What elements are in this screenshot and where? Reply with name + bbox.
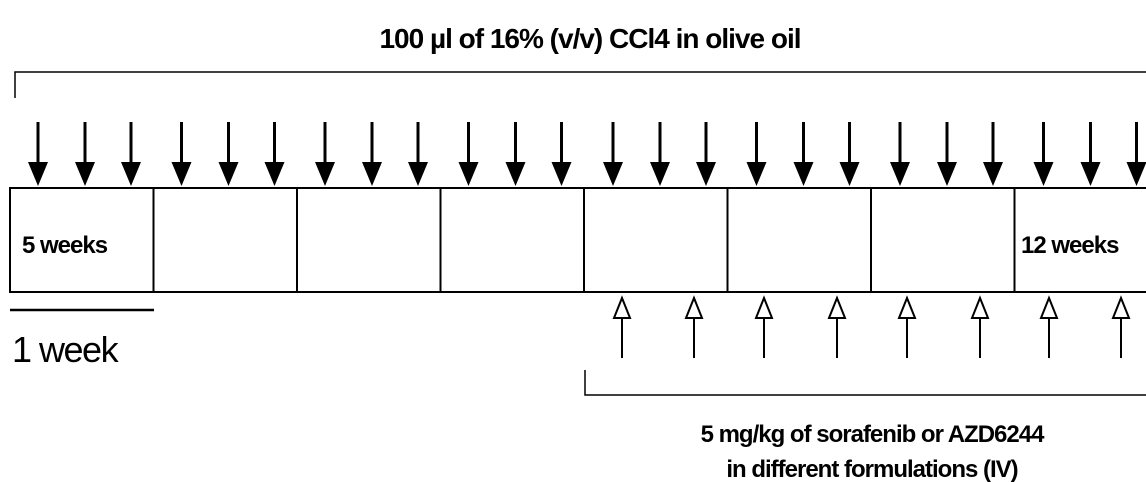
title: 100 µl of 16% (v/v) CCl4 in olive oil <box>379 23 800 54</box>
dose-arrow-head <box>75 162 95 186</box>
week-box <box>870 187 1016 293</box>
dose-arrow-head <box>1033 162 1054 186</box>
end-label: 12 weeks <box>1021 232 1119 259</box>
treatment-arrow-head <box>684 295 704 319</box>
dose-arrow-head <box>839 162 860 186</box>
week-box <box>152 187 298 293</box>
dose-arrow-head <box>505 162 526 186</box>
top-bracket <box>14 71 1146 98</box>
bottom-bracket <box>584 370 1146 396</box>
week-box <box>439 187 585 293</box>
treatment-arrow-head <box>970 295 990 319</box>
dose-arrow-head <box>696 162 716 186</box>
treatment-line2: in different formulations (IV) <box>726 456 1017 482</box>
start-label: 5 weeks <box>22 232 108 259</box>
treatment-arrow-head <box>612 295 632 319</box>
dose-arrow-head <box>121 162 141 186</box>
dose-arrow-head <box>408 162 428 186</box>
dose-arrow-head <box>218 162 239 186</box>
dose-arrow-head <box>28 162 48 186</box>
dose-arrow-head <box>650 162 670 186</box>
treatment-line1: 5 mg/kg of sorafenib or AZD6244 <box>701 421 1046 448</box>
week-box <box>583 187 729 293</box>
dose-arrow-head <box>171 162 192 186</box>
dose-arrow-head <box>458 162 479 186</box>
dose-arrow-head <box>1126 162 1146 186</box>
dose-arrow-head <box>937 162 957 186</box>
dose-arrow-head <box>1080 162 1101 186</box>
week-box <box>726 187 872 293</box>
dose-arrow-head <box>315 162 335 186</box>
dose-arrow-head <box>746 162 767 186</box>
scale-label: 1 week <box>12 329 120 370</box>
dose-arrow-head <box>264 162 285 186</box>
treatment-arrow-head <box>827 295 847 319</box>
treatment-arrow-head <box>897 295 917 319</box>
dose-arrow-head <box>362 162 382 186</box>
dose-arrow-head <box>603 162 623 186</box>
dose-arrow-head <box>890 162 910 186</box>
treatment-arrow-head <box>1111 295 1131 319</box>
week-box <box>1013 187 1146 293</box>
week-box <box>296 187 442 293</box>
treatment-arrow-head <box>1039 295 1059 319</box>
treatment-arrow-head <box>754 295 774 319</box>
dose-arrow-head <box>551 162 572 186</box>
dose-arrow-head <box>983 162 1003 186</box>
dose-arrow-head <box>793 162 814 186</box>
